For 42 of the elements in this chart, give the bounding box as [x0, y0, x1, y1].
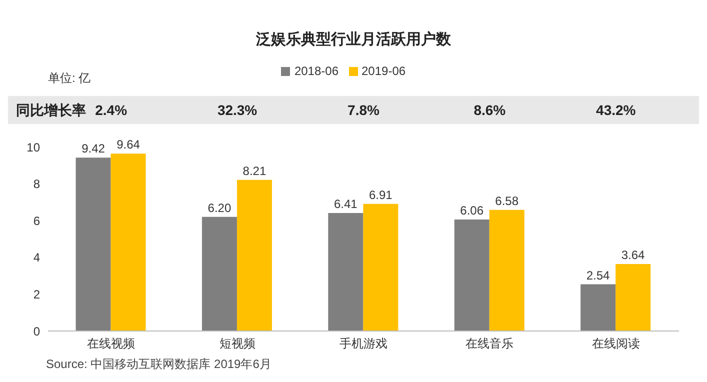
data-label: 9.42 [82, 142, 106, 156]
bar [110, 154, 146, 331]
text: 8.6% [472, 102, 507, 118]
bar [454, 219, 490, 331]
data-label: 6.58 [495, 194, 519, 208]
y-tick-label: 8 [33, 177, 40, 192]
x-tick-label: 在线阅读 [592, 336, 640, 351]
legend-label: 2018-06 [294, 64, 338, 78]
source-note: Source: 中国移动互联网数据库 2019年6月 [46, 356, 272, 373]
text: 7.8% [346, 102, 380, 118]
bar [236, 180, 272, 331]
bar [580, 284, 616, 331]
bar [616, 264, 651, 331]
x-tick-label: 手机游戏 [340, 336, 388, 351]
bar [328, 213, 364, 331]
text: 同比增长率 [16, 102, 86, 120]
bar [76, 158, 111, 331]
bar [202, 216, 237, 331]
legend-label: 2019-06 [362, 64, 406, 78]
y-tick-label: 2 [33, 287, 40, 302]
y-tick-label: 0 [33, 324, 40, 338]
text: 2.4% [95, 102, 128, 118]
chart-title: 泛娱乐典型行业月活跃用户数 [255, 30, 452, 49]
data-label: 2.54 [586, 268, 610, 282]
text: 32.3% [216, 102, 258, 118]
data-label: 6.41 [334, 197, 358, 212]
x-tick-label: 短视频 [219, 336, 256, 351]
data-label: 6.06 [460, 203, 484, 218]
y-tick-label: 4 [33, 250, 40, 265]
bar [363, 204, 398, 331]
text: 单位: 亿 [48, 70, 91, 87]
data-label: 8.21 [242, 164, 266, 178]
y-tick-label: 6 [33, 214, 40, 228]
data-label: 3.64 [621, 248, 646, 262]
data-label: 9.64 [116, 138, 140, 152]
x-tick-label: 在线视频 [87, 336, 136, 351]
bar [489, 210, 524, 331]
y-tick-label: 10 [26, 140, 40, 154]
data-label: 6.20 [208, 200, 232, 215]
x-tick-label: 在线音乐 [466, 336, 514, 351]
data-label: 6.91 [368, 188, 393, 202]
text: 43.2% [595, 102, 637, 118]
